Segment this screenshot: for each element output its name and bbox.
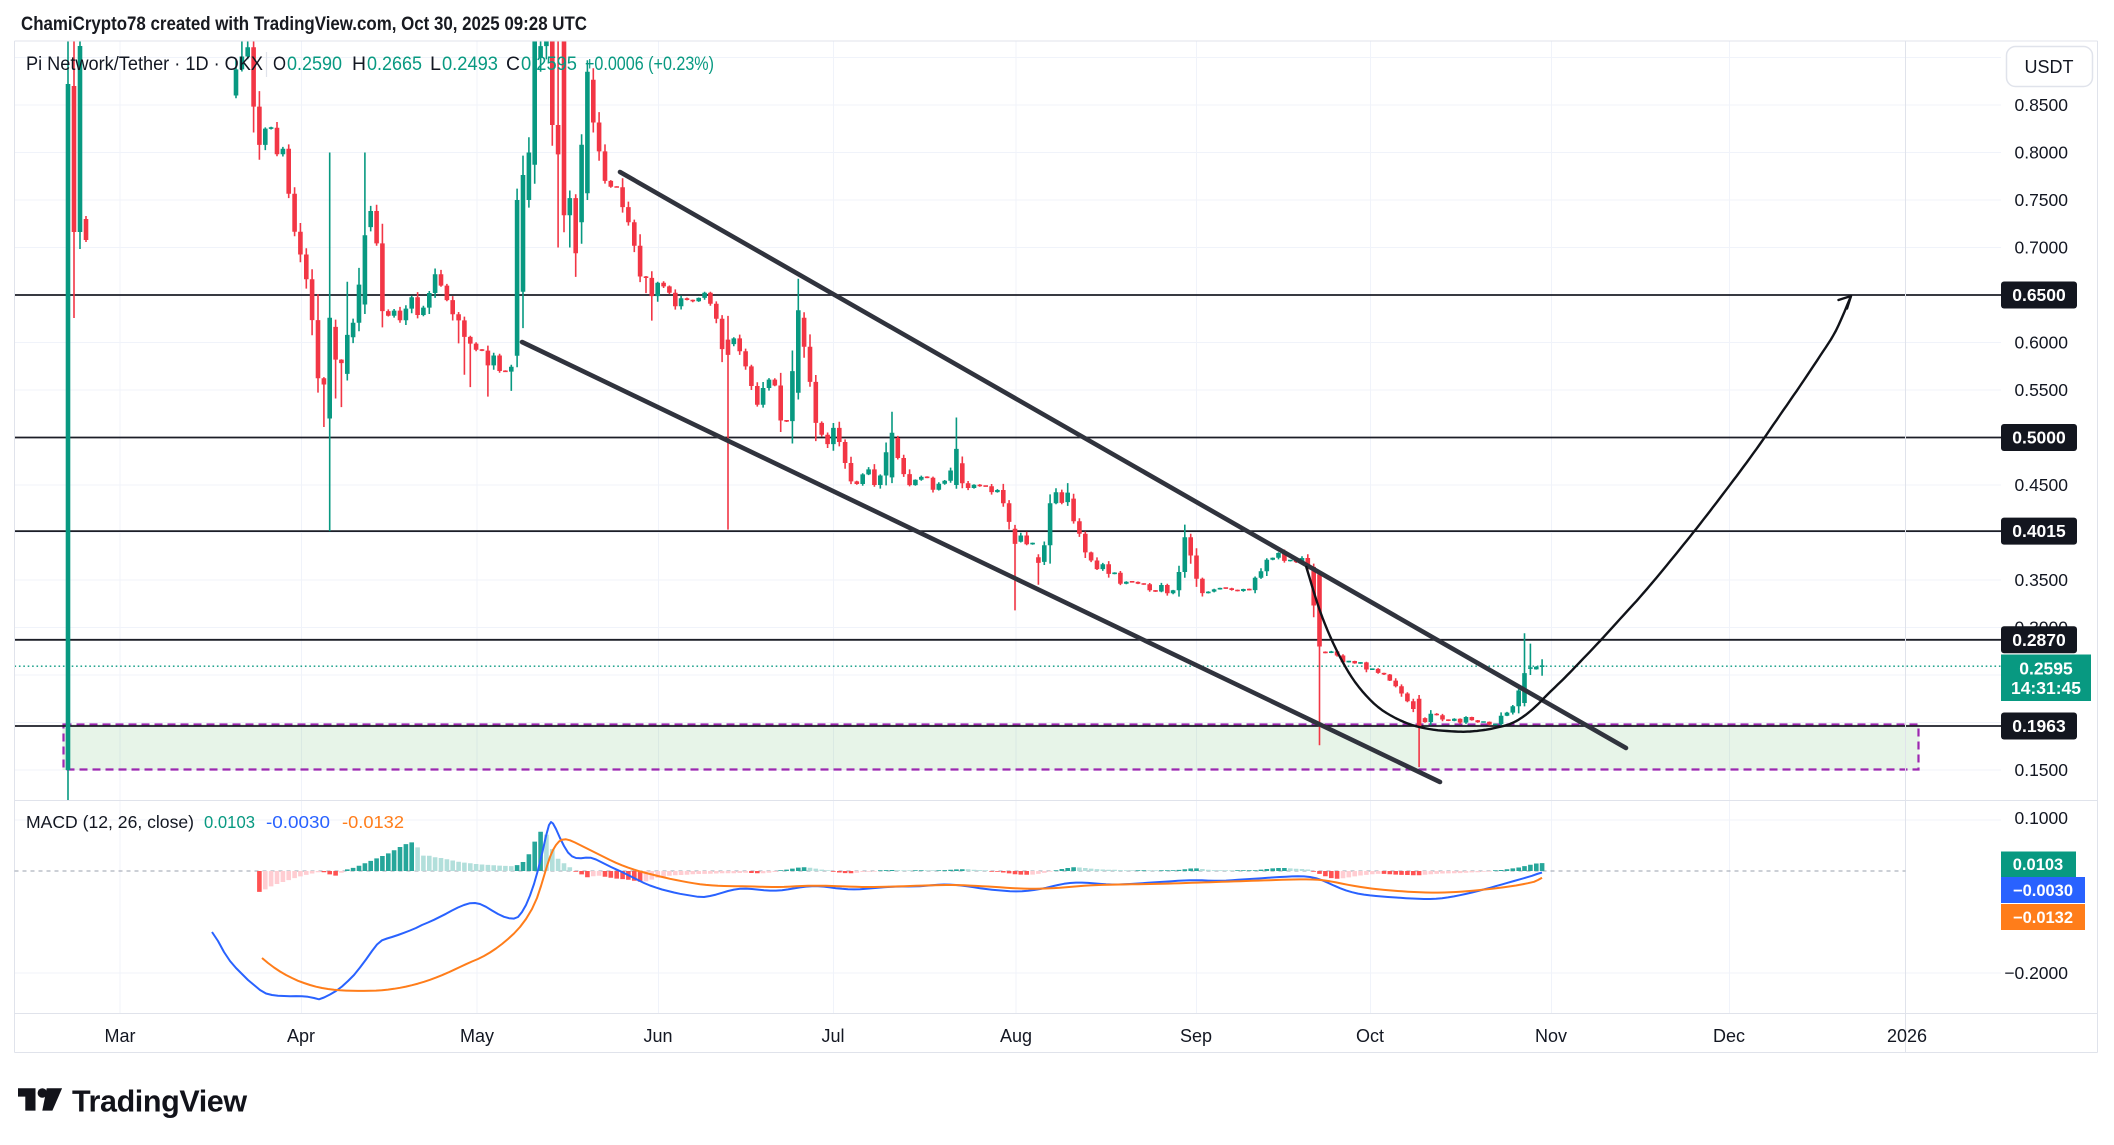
svg-text:0.5500: 0.5500 bbox=[2014, 380, 2068, 400]
svg-text:0.8500: 0.8500 bbox=[2014, 95, 2068, 115]
svg-text:0.3500: 0.3500 bbox=[2014, 570, 2068, 590]
svg-text:-0.0030: -0.0030 bbox=[266, 812, 330, 832]
svg-text:0.4015: 0.4015 bbox=[2012, 521, 2066, 541]
svg-text:0.2590: 0.2590 bbox=[287, 54, 342, 75]
svg-text:0.8000: 0.8000 bbox=[2014, 143, 2068, 163]
svg-text:ChamiCrypto78 created with Tra: ChamiCrypto78 created with TradingView.c… bbox=[21, 13, 587, 35]
svg-text:O: O bbox=[273, 54, 286, 75]
svg-text:0.2493: 0.2493 bbox=[442, 54, 498, 75]
svg-text:Jul: Jul bbox=[821, 1026, 844, 1046]
svg-text:+0.0006 (+0.23%): +0.0006 (+0.23%) bbox=[585, 54, 714, 75]
svg-text:0.2595: 0.2595 bbox=[2019, 659, 2073, 679]
svg-text:USDT: USDT bbox=[2025, 57, 2074, 77]
svg-text:TradingView: TradingView bbox=[72, 1085, 247, 1119]
svg-text:Aug: Aug bbox=[1000, 1026, 1032, 1046]
svg-text:Dec: Dec bbox=[1713, 1026, 1745, 1046]
svg-text:0.1963: 0.1963 bbox=[2012, 716, 2066, 736]
svg-text:C: C bbox=[506, 54, 520, 75]
svg-text:0.2665: 0.2665 bbox=[367, 54, 422, 75]
svg-text:14:31:45: 14:31:45 bbox=[2011, 678, 2081, 698]
svg-text:−0.2000: −0.2000 bbox=[2004, 963, 2068, 983]
svg-text:2026: 2026 bbox=[1887, 1026, 1927, 1046]
svg-text:−0.0132: −0.0132 bbox=[2013, 909, 2073, 927]
svg-text:0.7500: 0.7500 bbox=[2014, 190, 2068, 210]
svg-text:-0.0132: -0.0132 bbox=[342, 812, 404, 832]
svg-text:0.0103: 0.0103 bbox=[204, 812, 255, 832]
svg-text:Nov: Nov bbox=[1535, 1026, 1567, 1046]
svg-text:Jun: Jun bbox=[643, 1026, 672, 1046]
svg-text:Sep: Sep bbox=[1180, 1026, 1212, 1046]
svg-text:−0.0030: −0.0030 bbox=[2013, 882, 2073, 900]
svg-text:0.6000: 0.6000 bbox=[2014, 333, 2068, 353]
svg-text:MACD (12, 26, close): MACD (12, 26, close) bbox=[26, 812, 194, 832]
svg-text:0.2870: 0.2870 bbox=[2012, 630, 2066, 650]
svg-text:Apr: Apr bbox=[287, 1026, 315, 1046]
svg-text:0.0103: 0.0103 bbox=[2013, 856, 2063, 874]
svg-text:0.1500: 0.1500 bbox=[2014, 760, 2068, 780]
svg-text:0.2595: 0.2595 bbox=[521, 54, 577, 75]
svg-text:H: H bbox=[352, 54, 366, 75]
svg-text:0.5000: 0.5000 bbox=[2012, 428, 2066, 448]
svg-text:0.6500: 0.6500 bbox=[2012, 285, 2066, 305]
svg-text:0.4500: 0.4500 bbox=[2014, 475, 2068, 495]
svg-text:Oct: Oct bbox=[1356, 1026, 1384, 1046]
svg-text:Pi Network/Tether · 1D · OKX: Pi Network/Tether · 1D · OKX bbox=[26, 54, 263, 75]
svg-text:0.7000: 0.7000 bbox=[2014, 238, 2068, 258]
svg-text:May: May bbox=[460, 1026, 494, 1046]
svg-text:Mar: Mar bbox=[105, 1026, 136, 1046]
svg-text:0.1000: 0.1000 bbox=[2014, 808, 2068, 828]
svg-text:L: L bbox=[430, 54, 441, 75]
